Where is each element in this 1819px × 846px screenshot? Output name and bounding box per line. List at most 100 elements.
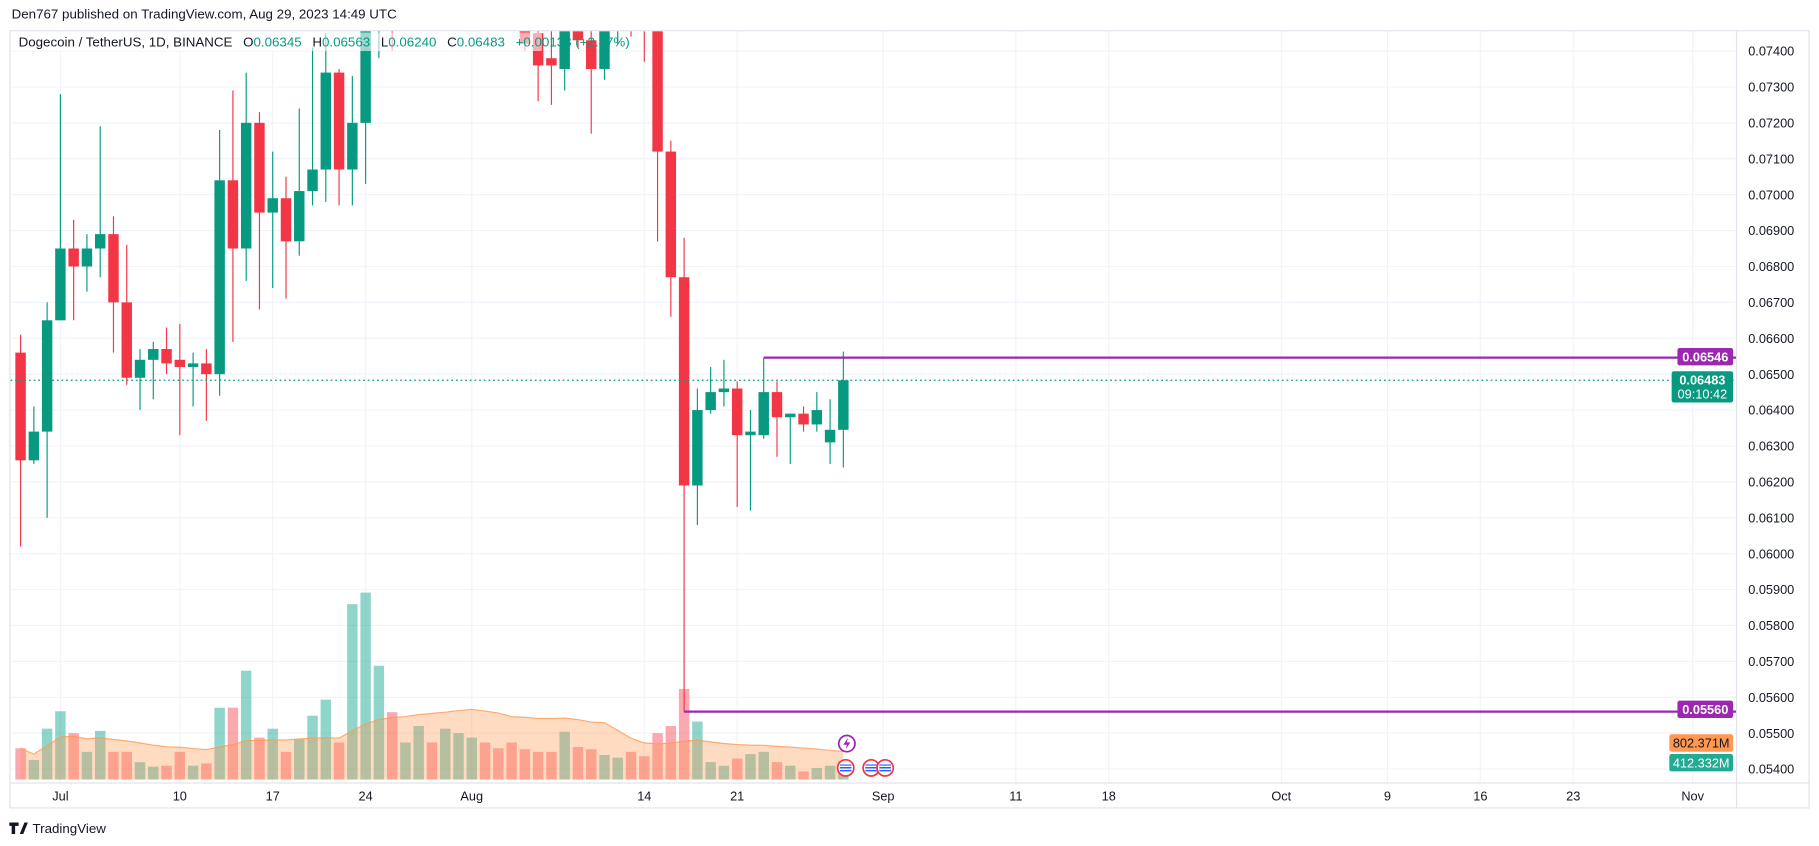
volume-bar <box>426 742 438 780</box>
time-tick-label: Sep <box>872 788 895 803</box>
candle-body <box>838 380 849 430</box>
time-tick-label: 9 <box>1384 788 1391 803</box>
volume-bar <box>320 699 332 780</box>
horizontal-levels[interactable] <box>684 356 1737 713</box>
us-flag-event-icon[interactable] <box>836 758 855 777</box>
volume-bar <box>333 742 345 780</box>
candle-body <box>585 40 597 69</box>
volume-bar <box>68 733 79 780</box>
legend-low-label: L <box>381 34 388 49</box>
candle-body <box>546 58 557 66</box>
volume-bar <box>373 665 385 780</box>
legend-high-value: 0.06563 <box>322 34 370 49</box>
candle-body <box>613 0 623 8</box>
volume-bar <box>692 721 703 780</box>
volume-bar <box>665 725 677 780</box>
candle-body <box>678 277 690 486</box>
candle-body <box>55 248 66 321</box>
candle-body <box>134 359 146 378</box>
volume-bar <box>758 751 769 780</box>
lightning-event-icon[interactable] <box>837 734 856 753</box>
price-tick-label: 0.05800 <box>1748 618 1794 633</box>
volume-bar <box>360 592 371 780</box>
time-tick-label: 17 <box>266 788 280 803</box>
candle-body <box>400 0 410 15</box>
price-tick-label: 0.05500 <box>1748 726 1794 741</box>
volume-bar <box>506 742 517 780</box>
legend: Dogecoin / TetherUS, 1D, BINANCE O0.0634… <box>10 32 630 52</box>
time-axis[interactable]: Jul 10 17 24 Aug 14 21 Sep 11 18 Oct 9 16 23 Nov <box>52 788 1704 803</box>
candle-body <box>294 191 305 242</box>
candle-body <box>280 198 292 242</box>
candle-body <box>267 198 278 213</box>
candle-body <box>758 392 769 436</box>
candle-body <box>360 31 371 123</box>
volume-bar <box>572 746 584 780</box>
legend-close-label: C <box>447 34 457 49</box>
volume-bar <box>161 765 172 780</box>
candle-body <box>811 410 823 425</box>
volume-bar <box>652 733 663 780</box>
support-price-label: 0.05560 <box>1682 702 1728 717</box>
price-tick-label: 0.06600 <box>1748 331 1794 346</box>
time-tick-label: Oct <box>1271 788 1291 803</box>
candle-body <box>94 234 106 249</box>
candle-body <box>559 31 570 69</box>
volume-bar <box>546 751 557 780</box>
us-flag-event-icon[interactable] <box>876 758 895 777</box>
volume-bar <box>479 742 491 780</box>
candle-body <box>665 151 677 278</box>
candle-body <box>320 72 332 170</box>
volume-bar <box>267 728 278 780</box>
candle-body <box>227 180 239 249</box>
volume-bar <box>15 748 26 780</box>
volume-bar <box>94 730 106 780</box>
candle-body <box>718 388 730 393</box>
volume-bar <box>201 763 212 780</box>
candle-body <box>121 302 132 378</box>
publish-info: Den767 published on TradingView.com, Aug… <box>12 7 397 22</box>
resistance-price-label: 0.06546 <box>1682 349 1728 364</box>
candle-body <box>148 349 159 360</box>
candle-body <box>174 359 186 367</box>
volume-bar <box>307 715 318 780</box>
price-axis[interactable]: 0.07400 0.07300 0.07200 0.07100 0.07000 0.069… <box>1748 44 1794 777</box>
candle-body <box>785 413 796 418</box>
time-tick-label: 10 <box>173 788 187 803</box>
volume-bar <box>413 725 424 780</box>
volume-bar <box>28 759 40 780</box>
tradingview-logo[interactable]: TradingView <box>9 821 106 836</box>
candle-body <box>771 392 783 418</box>
price-tick-label: 0.07400 <box>1748 44 1794 59</box>
price-tick-label: 0.05900 <box>1748 582 1794 597</box>
chart-frame <box>9 30 1810 809</box>
last-price-label: 0.06483 <box>1679 373 1725 388</box>
volume-bar <box>254 737 265 780</box>
volume-ma-line <box>20 708 844 755</box>
candle-body <box>254 122 265 213</box>
candle-body <box>824 429 836 443</box>
candle-body <box>307 169 318 192</box>
candle-body <box>705 392 716 411</box>
volume-bar <box>559 731 570 780</box>
candle-body <box>599 31 610 69</box>
volume-ma-tag: 802.371M <box>1669 734 1734 752</box>
price-tick-label: 0.06000 <box>1748 546 1794 561</box>
legend-change: +0.00138 (+2.17%) <box>516 34 630 49</box>
candle-body <box>731 388 743 436</box>
price-tick-label: 0.06700 <box>1748 295 1794 310</box>
candle-body <box>214 180 225 375</box>
legend-close-value: 0.06483 <box>457 34 505 49</box>
candle-body <box>652 31 663 152</box>
volume-bar <box>81 751 93 780</box>
time-tick-label: 21 <box>730 788 744 803</box>
volume-bar <box>811 767 823 780</box>
volume-bar <box>585 749 597 780</box>
volume-bar <box>400 742 411 780</box>
price-tick-label: 0.06800 <box>1748 259 1794 274</box>
volume-bar <box>41 728 53 780</box>
candle-body <box>347 122 358 170</box>
volume-ma-area <box>20 709 844 780</box>
volume-tag: 412.332M <box>1669 754 1734 772</box>
